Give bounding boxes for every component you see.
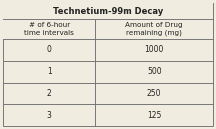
- Bar: [3, 3, 213, 19]
- Text: # of 6-hour
time intervals: # of 6-hour time intervals: [24, 22, 74, 36]
- Text: 3: 3: [47, 111, 52, 120]
- Text: 1000: 1000: [145, 45, 164, 54]
- Text: 2: 2: [47, 89, 52, 98]
- Text: 0: 0: [47, 45, 52, 54]
- Text: 1: 1: [47, 67, 52, 76]
- Text: 250: 250: [147, 89, 161, 98]
- Text: Amount of Drug
remaining (mg): Amount of Drug remaining (mg): [125, 22, 183, 36]
- Text: 125: 125: [147, 111, 161, 120]
- Text: Technetium-99m Decay: Technetium-99m Decay: [53, 6, 163, 15]
- Bar: [3, 19, 213, 39]
- Text: 500: 500: [147, 67, 162, 76]
